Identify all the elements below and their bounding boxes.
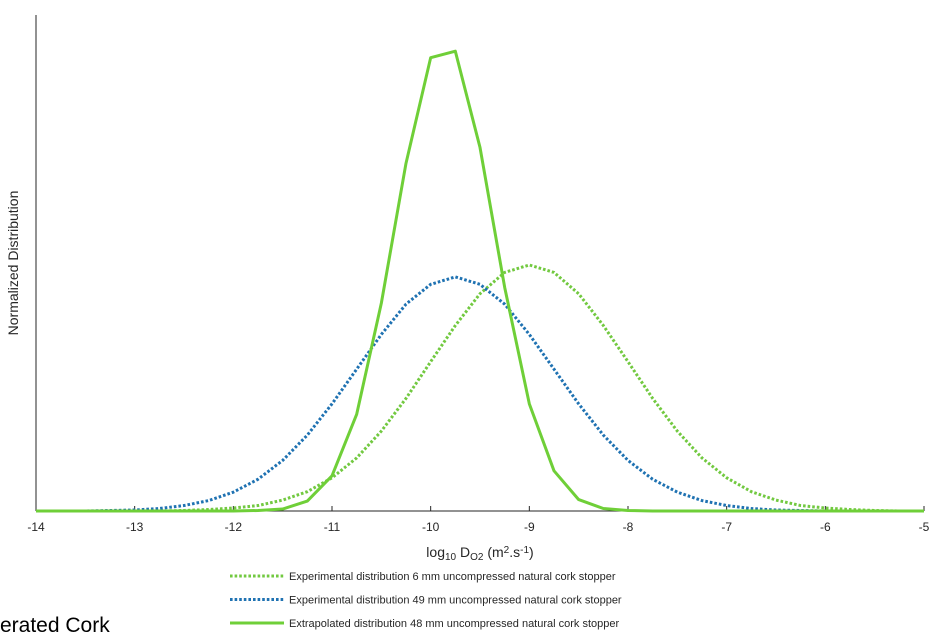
- x-tick-label: -7: [721, 520, 732, 534]
- x-tick-label: -13: [126, 520, 144, 534]
- x-axis-label-part: 10: [445, 552, 457, 563]
- x-tick-label: -6: [820, 520, 831, 534]
- legend-label: Experimental distribution 49 mm uncompre…: [289, 595, 622, 607]
- x-tick-label: -8: [623, 520, 634, 534]
- x-axis-label-part: .s: [509, 544, 520, 560]
- x-tick-label: -9: [524, 520, 535, 534]
- x-tick-label: -14: [27, 520, 45, 534]
- x-axis-label: log10 DO2 (m2.s-1): [426, 544, 533, 563]
- x-tick-label: -10: [422, 520, 440, 534]
- x-axis-label-part: -1: [520, 545, 529, 556]
- series-line: [36, 49, 924, 513]
- footer-text: erated Cork: [0, 614, 110, 637]
- x-axis-label-part: ): [529, 544, 534, 560]
- x-axis-label-part: 2: [504, 545, 510, 556]
- x-axis-label-part: D: [456, 544, 470, 560]
- legend-label: Experimental distribution 6 mm uncompres…: [289, 571, 616, 583]
- legend-label: Extrapolated distribution 48 mm uncompre…: [289, 618, 620, 630]
- y-axis-label: Normalized Distribution: [5, 191, 21, 336]
- x-axis-label-part: (m: [483, 544, 503, 560]
- x-tick-label: -11: [324, 520, 341, 534]
- x-tick-label: -5: [919, 520, 930, 534]
- x-axis-label-part: log: [426, 544, 445, 560]
- x-axis-label-part: O2: [470, 552, 484, 563]
- x-tick-label: -12: [225, 520, 243, 534]
